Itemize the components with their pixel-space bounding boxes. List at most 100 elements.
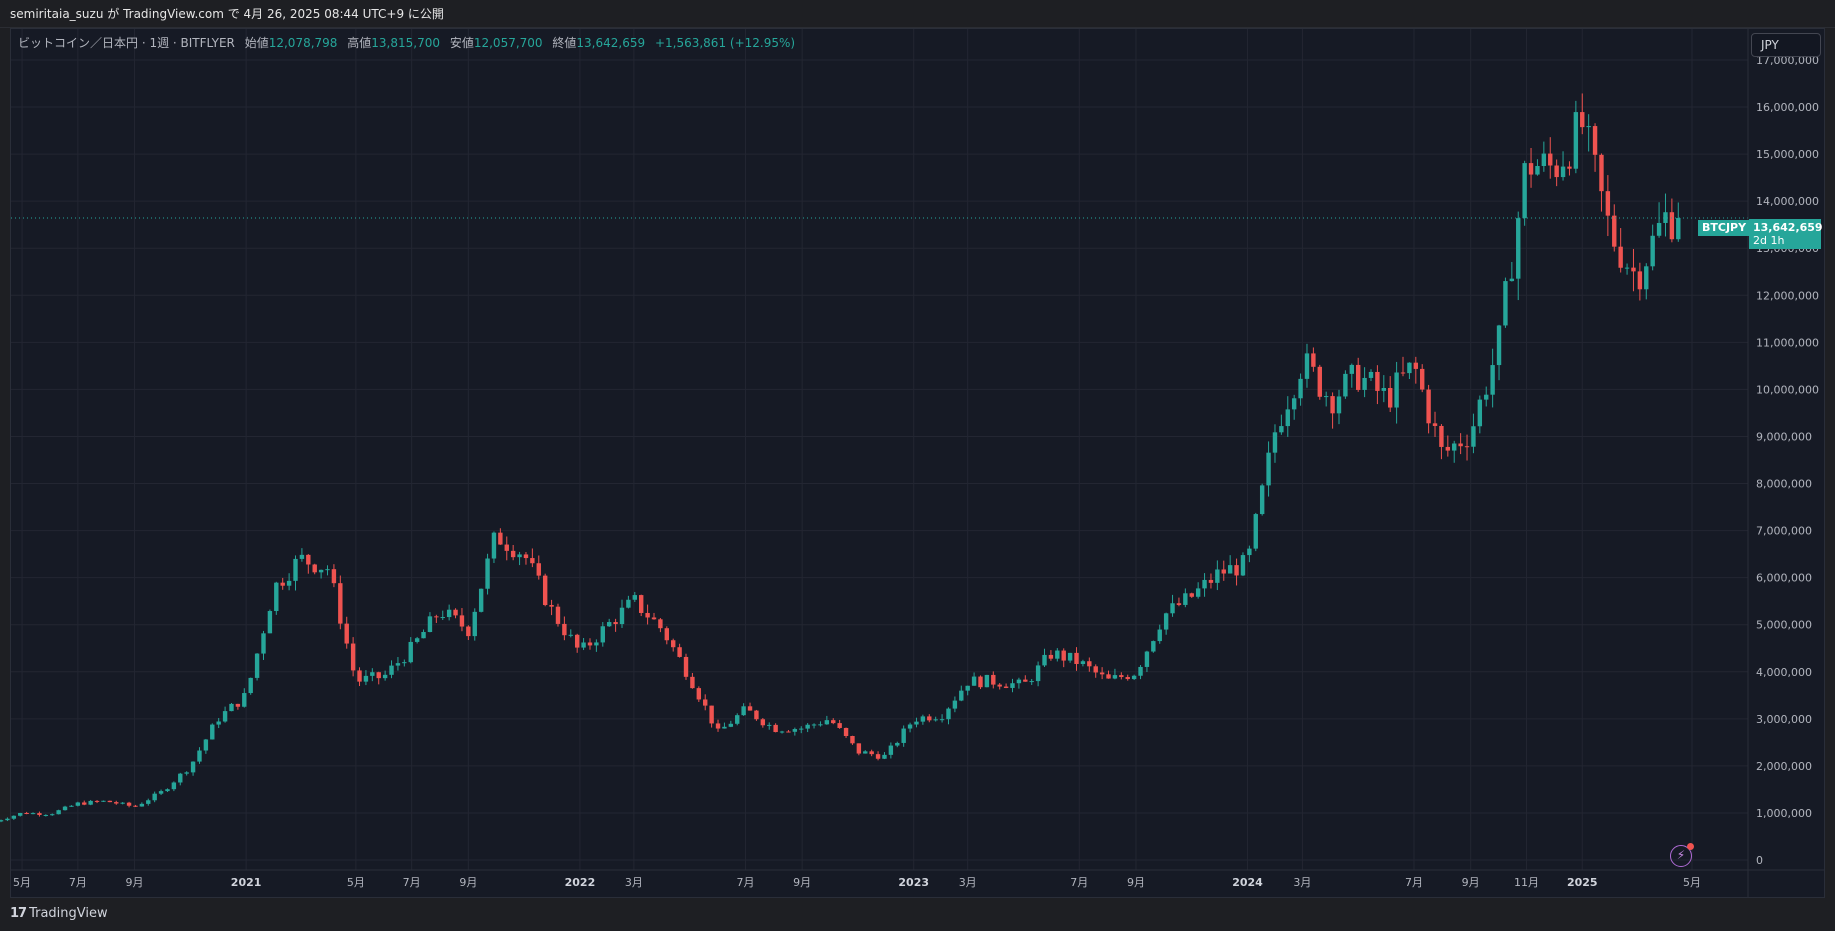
candle-body (517, 554, 522, 558)
candle-body (626, 599, 631, 608)
bolt-icon[interactable]: ⚡ (1670, 843, 1694, 867)
bar-countdown: 2d 1h (1753, 234, 1785, 247)
x-tick-label: 5月 (347, 876, 365, 889)
notification-dot (1687, 843, 1694, 850)
currency-button[interactable]: JPY (1751, 33, 1821, 57)
candle-body (1035, 665, 1041, 682)
candle-body (1106, 674, 1111, 679)
candle-body (286, 580, 292, 586)
candle-body (165, 789, 170, 792)
candle-body (1048, 654, 1054, 659)
candle-body (56, 810, 61, 815)
candle-body (1272, 432, 1278, 453)
x-tick-label: 5月 (13, 876, 31, 889)
candle-body (1279, 426, 1284, 433)
candle-body (824, 720, 830, 725)
candle-body (1311, 353, 1316, 367)
x-tick-label: 2024 (1232, 876, 1263, 889)
candle-body (210, 724, 215, 740)
candle-body (555, 606, 561, 624)
candle-body (530, 558, 535, 564)
candle-body (1093, 666, 1098, 673)
candle-body (235, 703, 241, 707)
candle-body (523, 554, 529, 559)
candle-body (1669, 212, 1675, 240)
candle-body (991, 674, 996, 685)
y-tick-label: 4,000,000 (1756, 666, 1812, 679)
candle-body (1471, 426, 1476, 447)
candle-body (1656, 222, 1662, 236)
candle-body (312, 564, 317, 573)
legend-open-value: 12,078,798 (268, 36, 338, 50)
candle-body (536, 563, 541, 576)
candle-body (703, 699, 708, 706)
candle-body (69, 805, 74, 807)
y-tick-label: 10,000,000 (1756, 383, 1819, 396)
candle-body (1439, 425, 1444, 447)
x-tick-label: 5月 (1683, 876, 1701, 889)
candle-body (600, 626, 605, 643)
candle-body (1189, 593, 1194, 597)
candle-body (709, 705, 714, 724)
candle-body (1599, 154, 1604, 192)
price-symbol-label: BTCJPY (1698, 220, 1751, 236)
candle-body (1170, 603, 1175, 614)
x-tick-label: 7月 (403, 876, 421, 889)
x-tick-label: 2022 (565, 876, 596, 889)
candle-body (1420, 368, 1425, 390)
candle-body (1554, 165, 1559, 178)
candle-body (664, 628, 670, 641)
candle-body (1323, 396, 1329, 398)
candle-body (107, 800, 113, 803)
candle-body (306, 554, 311, 565)
candle-body (837, 723, 842, 728)
candle-body (959, 690, 964, 701)
candle-body (677, 647, 682, 657)
candle-body (594, 642, 599, 646)
candle-body (1432, 423, 1438, 426)
publish-header: semiritaia_suzu が TradingView.com で 4月 2… (0, 0, 1835, 28)
candle-body (325, 569, 330, 571)
y-tick-label: 14,000,000 (1756, 195, 1819, 208)
candle-body (510, 550, 516, 558)
current-price-label: 13,642,659 2d 1h (1749, 219, 1823, 249)
candle-body (504, 544, 509, 551)
candle-body (363, 675, 369, 682)
candle-body (1151, 641, 1156, 652)
candle-body (1336, 396, 1342, 414)
candle-body (1074, 652, 1079, 664)
candle-body (1208, 579, 1214, 583)
candle-body (1195, 588, 1201, 597)
candle-body (984, 674, 990, 688)
candle-body (344, 623, 349, 644)
candle-body (1509, 278, 1515, 282)
candle-body (850, 736, 855, 744)
candle-body (1202, 579, 1207, 589)
candle-body (472, 611, 477, 637)
candle-body (382, 674, 388, 679)
candle-body (831, 720, 836, 724)
candle-body (1567, 166, 1572, 169)
candle-body (914, 721, 919, 725)
candle-body (792, 729, 798, 732)
footer-brand[interactable]: 17 TradingView (10, 904, 108, 924)
candle-body (485, 558, 490, 589)
candle-body (895, 742, 900, 746)
candle-body (1400, 372, 1406, 374)
candle-body (1407, 362, 1412, 374)
candle-body (197, 750, 202, 762)
candle-body (158, 791, 164, 794)
x-tick-label: 9月 (1127, 876, 1145, 889)
x-tick-label: 7月 (1405, 876, 1423, 889)
candle-body (651, 617, 657, 620)
candle-body (229, 703, 234, 712)
candle-body (139, 803, 145, 807)
candle-body (901, 728, 906, 743)
candle-body (11, 815, 17, 819)
candle-body (574, 634, 580, 648)
x-tick-label: 3月 (625, 876, 643, 889)
x-tick-label: 9月 (793, 876, 811, 889)
x-tick-label: 9月 (1462, 876, 1480, 889)
candle-body (5, 818, 10, 821)
